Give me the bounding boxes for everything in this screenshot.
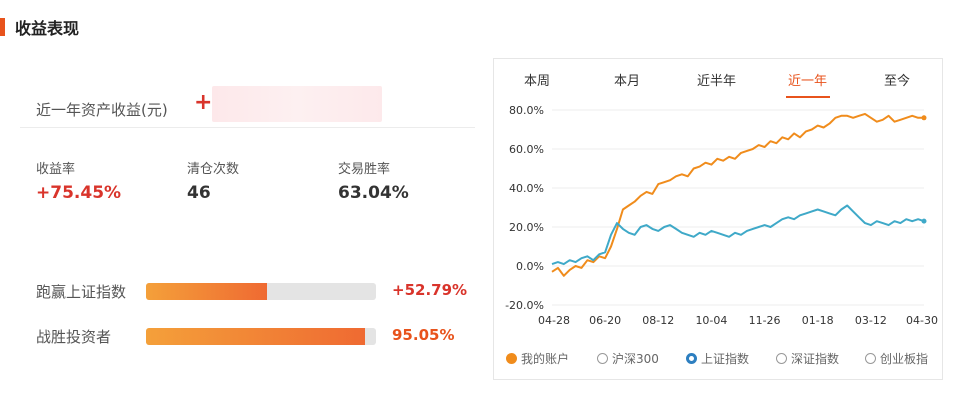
- bar-value: +52.79%: [392, 281, 468, 299]
- bar-row-beat-index: 跑赢上证指数 +52.79%: [20, 280, 475, 302]
- x-tick-label: 11-26: [749, 314, 781, 327]
- legend-dot-icon: [865, 353, 876, 364]
- asset-row: 近一年资产收益(元) +: [20, 72, 475, 132]
- bar-label: 跑赢上证指数: [36, 283, 127, 301]
- tab-one-year[interactable]: 近一年: [788, 74, 828, 89]
- legend-label: 深证指数: [791, 352, 840, 366]
- stat-label: 收益率: [36, 162, 76, 177]
- y-tick-label: 40.0%: [509, 182, 544, 195]
- bar-value: 95.05%: [392, 326, 455, 344]
- chart-legend: 我的账户 沪深300 上证指数 深证指数 创业板指: [506, 350, 942, 370]
- legend-item-sse-index[interactable]: 上证指数: [686, 350, 749, 367]
- legend-label: 上证指数: [701, 352, 750, 366]
- legend-item-my-account[interactable]: 我的账户: [506, 350, 569, 367]
- legend-label: 创业板指: [880, 352, 929, 366]
- y-tick-label: 60.0%: [509, 143, 544, 156]
- summary-panel: 近一年资产收益(元) + 收益率 +75.45% 清仓次数 46 交易胜率 63…: [20, 60, 475, 400]
- stat-win-rate: 交易胜率 63.04%: [338, 158, 409, 203]
- line-chart: 80.0% 60.0% 40.0% 20.0% 0.0% -20.0% 04-28 06-20…: [505, 104, 938, 327]
- section-header: 收益表现: [0, 14, 79, 40]
- period-tabs: 本周 本月 近半年 近一年 至今: [494, 59, 942, 99]
- series-end-point: [921, 115, 927, 121]
- legend-item-szse-index[interactable]: 深证指数: [776, 350, 839, 367]
- stat-value: 63.04%: [338, 183, 409, 203]
- tab-this-month[interactable]: 本月: [614, 74, 641, 89]
- series-line: [551, 112, 924, 277]
- tab-this-week[interactable]: 本周: [524, 74, 551, 89]
- legend-label: 沪深300: [612, 352, 659, 366]
- asset-sign: +: [194, 90, 213, 115]
- progress-track: [146, 328, 376, 345]
- legend-dot-icon: [506, 353, 517, 364]
- tab-to-date[interactable]: 至今: [884, 74, 911, 89]
- section-title: 收益表现: [15, 19, 80, 38]
- legend-item-chinext-index[interactable]: 创业板指: [865, 350, 928, 367]
- x-tick-label: 10-04: [695, 314, 727, 327]
- stat-return-rate: 收益率 +75.45%: [36, 158, 121, 203]
- series-end-point: [921, 218, 927, 224]
- progress-fill: [146, 283, 268, 300]
- asset-label: 近一年资产收益(元): [36, 101, 168, 119]
- chart-panel: 本周 本月 近半年 近一年 至今 80.0% 60.0% 40.0% 20.0% 0.0…: [493, 58, 943, 380]
- series-line: [551, 204, 925, 266]
- progress-fill: [146, 328, 365, 345]
- asset-value-masked: [212, 86, 382, 122]
- bar-label: 战胜投资者: [36, 328, 112, 346]
- divider: [20, 127, 475, 128]
- x-tick-label: 04-28: [538, 314, 570, 327]
- legend-dot-icon: [686, 353, 697, 364]
- y-tick-label: -20.0%: [505, 299, 544, 312]
- x-tick-label: 03-12: [855, 314, 887, 327]
- stat-value: +75.45%: [36, 183, 122, 203]
- legend-dot-icon: [776, 353, 787, 364]
- stat-clear-count: 清仓次数 46: [187, 158, 239, 203]
- x-tick-label: 01-18: [802, 314, 834, 327]
- section-accent-bar: [0, 18, 5, 36]
- stat-label: 清仓次数: [187, 162, 240, 177]
- x-tick-label: 04-30: [906, 314, 938, 327]
- legend-item-csi300[interactable]: 沪深300: [597, 350, 659, 367]
- y-tick-label: 80.0%: [509, 104, 544, 117]
- x-tick-label: 08-12: [642, 314, 674, 327]
- y-tick-label: 0.0%: [516, 260, 544, 273]
- legend-label: 我的账户: [521, 352, 570, 366]
- legend-dot-icon: [597, 353, 608, 364]
- tab-half-year[interactable]: 近半年: [697, 74, 737, 89]
- progress-track: [146, 283, 376, 300]
- active-tab-underline: [786, 96, 830, 98]
- y-tick-label: 20.0%: [509, 221, 544, 234]
- bar-row-beat-investors: 战胜投资者 95.05%: [20, 325, 475, 347]
- stat-label: 交易胜率: [338, 162, 391, 177]
- stat-value: 46: [187, 183, 211, 203]
- x-tick-label: 06-20: [589, 314, 621, 327]
